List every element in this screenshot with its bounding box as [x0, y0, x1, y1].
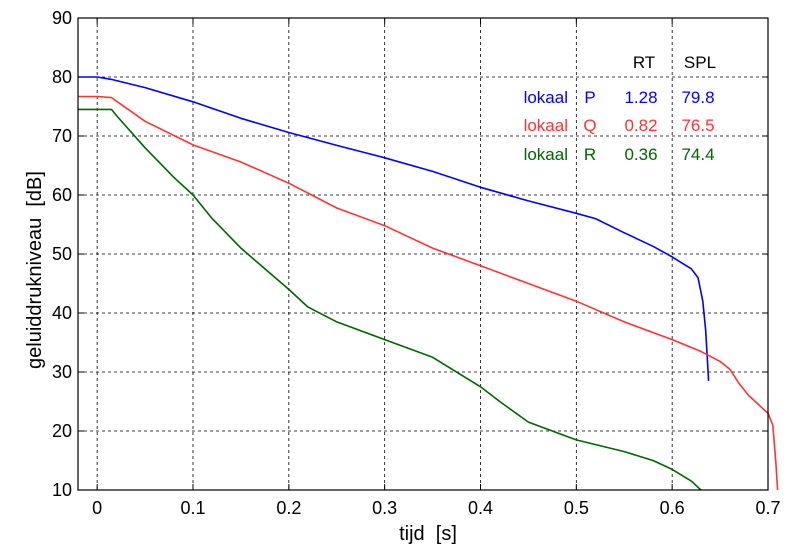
y-tick-label: 50 [52, 244, 72, 264]
legend-spl-p: 79.8 [681, 88, 714, 107]
legend-label-q: lokaal [524, 116, 568, 135]
y-tick-label: 80 [52, 67, 72, 87]
y-tick-label: 30 [52, 362, 72, 382]
legend-name-r: R [584, 145, 596, 164]
x-tick-label: 0.6 [660, 498, 685, 518]
series-line-p [78, 76, 710, 381]
x-tick-label: 0.5 [564, 498, 589, 518]
legend-header-rt: RT [633, 53, 655, 72]
legend-label-p: lokaal [524, 88, 568, 107]
legend-rt-r: 0.36 [624, 145, 657, 164]
y-tick-labels: 10 20 30 40 50 60 70 80 90 [52, 8, 72, 500]
x-tick-label: 0.1 [180, 498, 205, 518]
legend-rt-q: 0.82 [624, 116, 657, 135]
x-tick-label: 0.3 [372, 498, 397, 518]
series-line-r [78, 108, 702, 491]
y-axis-title: geluiddrukniveau [dB] [24, 171, 46, 369]
legend-label-r: lokaal [524, 145, 568, 164]
legend-rt-p: 1.28 [624, 88, 657, 107]
grid [78, 17, 769, 491]
x-tick-label: 0 [92, 498, 102, 518]
x-tick-label: 0.7 [755, 498, 780, 518]
series-line-q [78, 95, 779, 491]
y-tick-label: 10 [52, 480, 72, 500]
legend: RT SPL lokaal P 1.28 79.8 lokaal Q 0.82 … [524, 53, 716, 164]
y-tick-label: 60 [52, 185, 72, 205]
y-tick-label: 90 [52, 8, 72, 28]
x-tick-label: 0.4 [468, 498, 493, 518]
x-tick-label: 0.2 [276, 498, 301, 518]
legend-name-p: P [584, 88, 595, 107]
legend-spl-q: 76.5 [681, 116, 714, 135]
legend-name-q: Q [583, 116, 596, 135]
y-tick-label: 20 [52, 421, 72, 441]
legend-header-spl: SPL [684, 53, 716, 72]
plot-frame [77, 17, 769, 491]
legend-spl-r: 74.4 [681, 145, 714, 164]
x-tick-labels: 0 0.1 0.2 0.3 0.4 0.5 0.6 0.7 [92, 498, 780, 518]
y-tick-label: 40 [52, 303, 72, 323]
y-tick-label: 70 [52, 126, 72, 146]
x-axis-title: tijd [s] [399, 523, 457, 545]
series-lines [78, 76, 779, 491]
